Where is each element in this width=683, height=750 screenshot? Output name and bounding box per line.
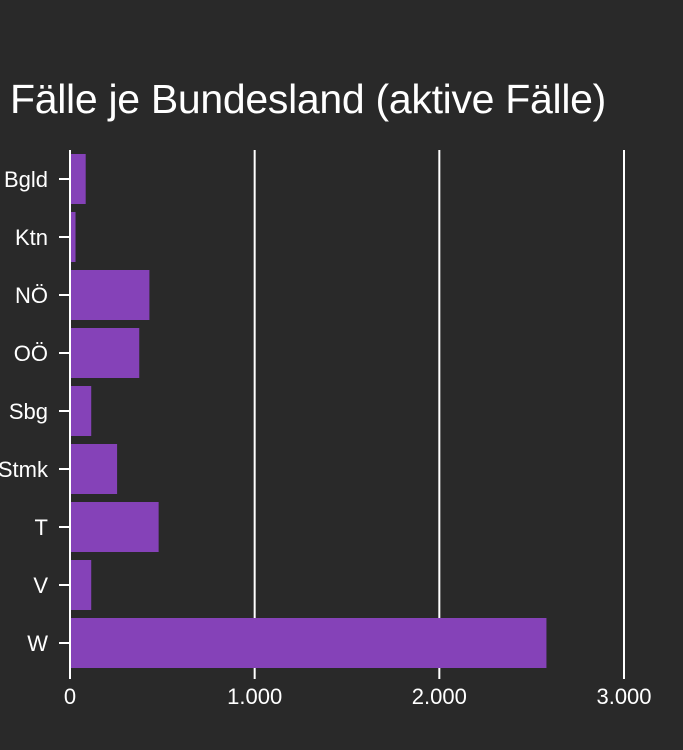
y-tick-label: T [35,515,48,540]
y-tick-label: OÖ [14,341,48,366]
bar [70,328,140,378]
bar [70,502,159,552]
y-tick-label: Bgld [4,167,48,192]
y-tick-label: Sbg [9,399,48,424]
bar [70,560,92,610]
x-tick-label: 2.000 [412,684,467,709]
x-tick-label: 1.000 [227,684,282,709]
y-tick-label: Ktn [15,225,48,250]
y-tick-label: W [27,631,48,656]
bar [70,618,547,668]
y-tick-label: Stmk [0,457,49,482]
bar [70,154,86,204]
y-tick-label: NÖ [15,283,48,308]
bar [70,386,92,436]
chart-title: Fälle je Bundesland (aktive Fälle) [10,76,606,122]
x-tick-label: 3.000 [596,684,651,709]
bar [70,444,118,494]
bar [70,212,76,262]
y-tick-label: V [33,573,48,598]
x-tick-label: 0 [64,684,76,709]
bar [70,270,150,320]
